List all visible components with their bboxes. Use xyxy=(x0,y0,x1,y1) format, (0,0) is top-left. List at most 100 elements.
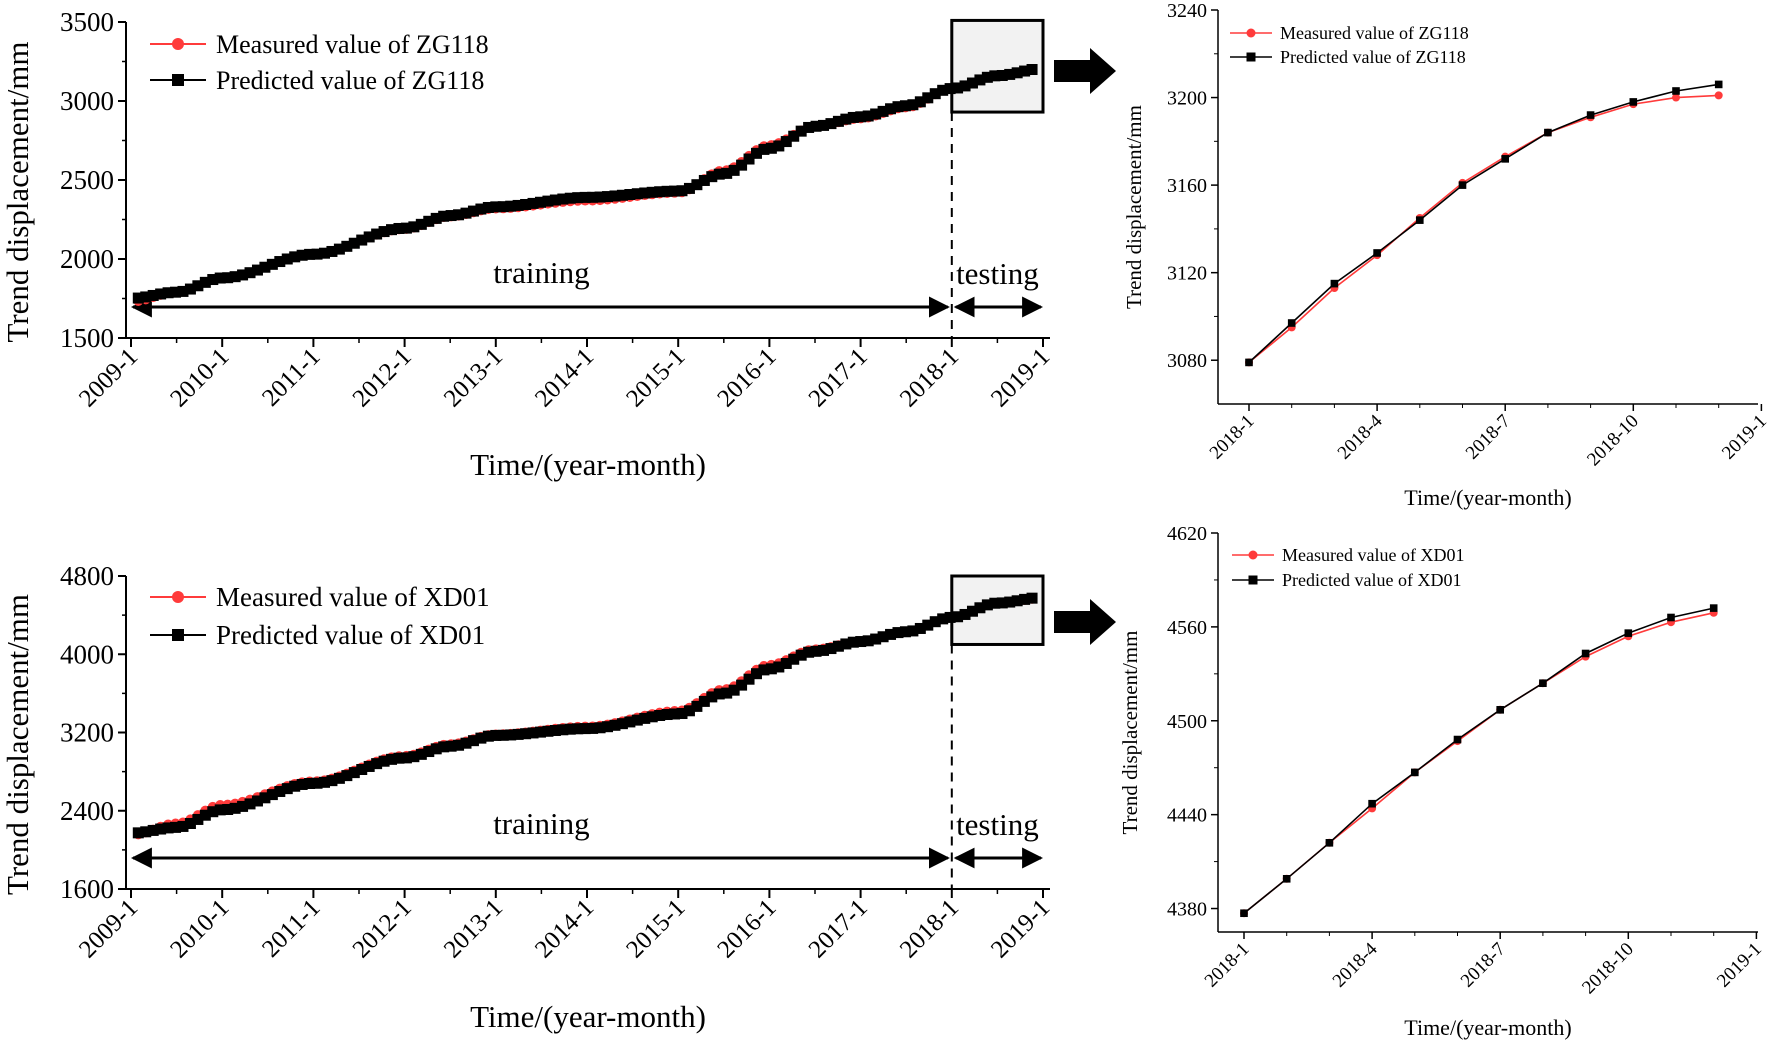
x-tick-label: 2019-1 xyxy=(986,343,1055,412)
data-point xyxy=(475,203,487,215)
zoom-arrow-icon xyxy=(1054,599,1116,645)
data-point xyxy=(1714,91,1723,100)
data-point xyxy=(728,684,740,696)
data-point xyxy=(207,274,219,286)
data-point xyxy=(192,813,204,825)
data-point xyxy=(698,174,710,186)
data-point xyxy=(296,249,308,261)
data-point xyxy=(914,96,926,108)
data-point xyxy=(952,611,964,623)
x-tick-label: 2018-7 xyxy=(1462,411,1515,464)
legend-label: Measured value of ZG118 xyxy=(216,30,489,59)
data-point xyxy=(162,287,174,299)
data-point xyxy=(803,646,815,658)
x-axis-title: Time/(year-month) xyxy=(1404,1015,1571,1040)
data-point xyxy=(587,191,599,203)
data-point xyxy=(363,760,375,772)
data-point xyxy=(758,664,770,676)
data-point xyxy=(333,243,345,255)
data-point xyxy=(669,708,681,720)
data-point xyxy=(393,752,405,764)
data-point xyxy=(326,775,338,787)
x-tick-label: 2019-1 xyxy=(1713,939,1766,992)
y-axis-title: Trend displacement/mm xyxy=(1122,105,1146,309)
data-point xyxy=(1629,98,1638,106)
data-point xyxy=(639,187,651,199)
data-point xyxy=(966,605,978,617)
data-point xyxy=(140,291,152,303)
data-point xyxy=(750,668,762,680)
data-point xyxy=(199,276,211,288)
data-point xyxy=(244,267,256,279)
data-point xyxy=(1544,128,1552,137)
data-point xyxy=(460,207,472,219)
data-point xyxy=(408,751,420,763)
data-point xyxy=(922,619,934,631)
data-point xyxy=(1004,596,1016,608)
data-point xyxy=(170,821,182,833)
legend-label: Predicted value of XD01 xyxy=(216,620,485,650)
x-tick-label: 2018-4 xyxy=(1329,938,1382,991)
data-point xyxy=(572,723,584,735)
data-point xyxy=(534,196,546,208)
data-point xyxy=(989,70,1001,82)
legend-marker xyxy=(172,38,184,50)
data-point xyxy=(1368,799,1376,808)
data-point xyxy=(289,780,301,792)
data-point xyxy=(892,627,904,639)
data-point xyxy=(505,729,517,741)
y-tick-label: 3200 xyxy=(60,718,114,748)
data-point xyxy=(415,218,427,230)
y-tick-label: 3120 xyxy=(1167,263,1207,285)
data-point xyxy=(542,195,554,207)
data-point xyxy=(1714,80,1723,89)
training-label: training xyxy=(493,806,589,841)
data-point xyxy=(177,285,189,297)
series-markers xyxy=(1245,80,1723,367)
data-point xyxy=(1330,279,1339,288)
data-point xyxy=(855,111,867,123)
x-tick-label: 2016-1 xyxy=(712,894,781,963)
data-point xyxy=(1325,839,1334,847)
x-tick-label: 2009-1 xyxy=(74,343,143,412)
series-markers xyxy=(132,64,1038,304)
data-point xyxy=(363,231,375,243)
series-line xyxy=(1248,94,1719,364)
data-point xyxy=(661,709,673,721)
data-point xyxy=(639,712,651,724)
chart-main-xd01: 1600 2400 3200 4000 4800 2009-1 2010-1 2011-1 20… xyxy=(0,561,1055,1034)
data-point xyxy=(318,247,330,259)
data-point xyxy=(438,741,450,753)
data-point xyxy=(1667,613,1675,622)
data-point xyxy=(1026,64,1038,76)
data-point xyxy=(974,602,986,614)
data-point xyxy=(453,739,465,751)
data-point xyxy=(155,823,167,835)
legend-marker xyxy=(1246,28,1256,38)
data-point xyxy=(170,286,182,298)
data-point xyxy=(840,113,852,125)
series-line xyxy=(1243,612,1714,914)
data-point xyxy=(214,272,226,284)
x-tick-label: 2016-1 xyxy=(712,343,781,412)
data-point xyxy=(155,288,167,300)
data-point xyxy=(818,644,830,656)
data-point xyxy=(713,168,725,180)
training-label: training xyxy=(493,255,589,290)
data-point xyxy=(237,800,249,812)
x-tick-label: 2019-1 xyxy=(1718,411,1768,464)
data-point xyxy=(616,189,628,201)
data-point xyxy=(304,248,316,260)
y-tick-label: 4560 xyxy=(1167,617,1207,639)
data-point xyxy=(758,143,770,155)
data-point xyxy=(683,182,695,194)
data-point xyxy=(222,272,234,284)
data-point xyxy=(944,611,956,623)
data-point xyxy=(899,626,911,638)
data-point xyxy=(847,636,859,648)
y-tick-label: 2500 xyxy=(60,165,114,195)
data-point xyxy=(147,289,159,301)
series-line xyxy=(1248,83,1719,363)
data-point xyxy=(430,743,442,755)
data-point xyxy=(326,245,338,257)
